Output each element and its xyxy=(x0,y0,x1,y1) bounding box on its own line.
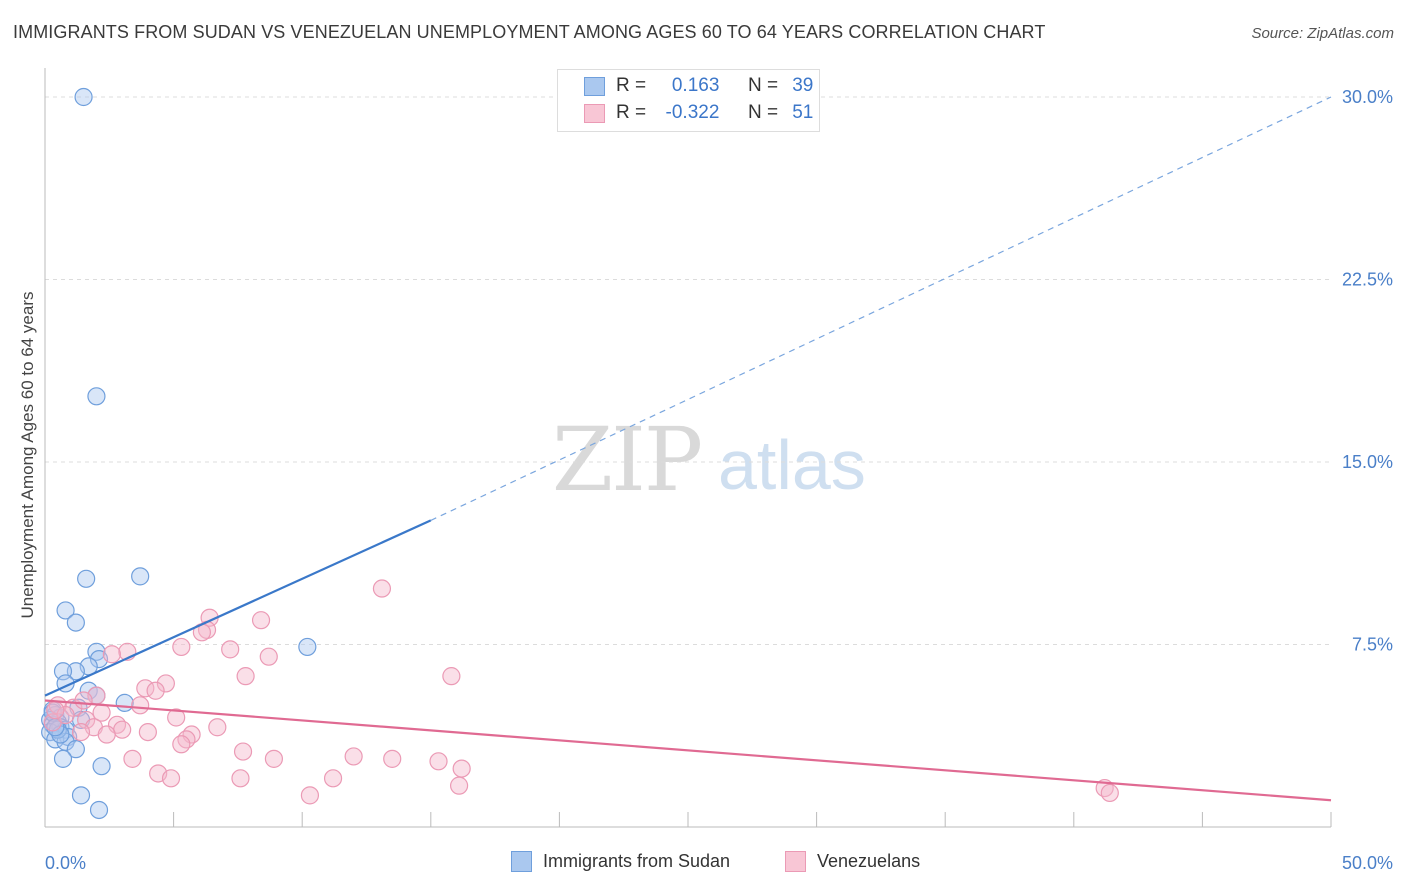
legend-row-venezuelans: R = -0.322 N = 51 xyxy=(558,100,819,126)
watermark-zip: ZIP xyxy=(552,408,703,511)
legend-label-sudan: Immigrants from Sudan xyxy=(543,851,731,871)
venezuelan-point xyxy=(1100,783,1119,803)
x-tick-label: 50.0% xyxy=(1342,853,1393,873)
venezuelan-point xyxy=(161,769,181,788)
sudan-point xyxy=(71,786,91,805)
venezuelan-point xyxy=(452,759,471,778)
venezuelan-point xyxy=(46,701,65,720)
venezuelan-point xyxy=(138,722,157,742)
n-value: 51 xyxy=(792,102,814,123)
grid-layer xyxy=(45,96,1331,645)
venezuelan-point xyxy=(231,769,250,788)
venezuelan-point xyxy=(442,667,461,686)
pink-swatch-icon xyxy=(785,851,806,872)
sudan-point xyxy=(92,757,111,776)
venezuelan-point xyxy=(97,725,116,744)
tick-labels-layer: 7.5% 15.0% 22.5% 30.0% 0.0% 50.0% xyxy=(45,87,1393,873)
venezuelan-point xyxy=(233,742,253,761)
venezuelan-point xyxy=(323,769,343,788)
correlation-legend: R = 0.163 N = 39 R = -0.322 N = 51 xyxy=(557,69,820,132)
sudan-point xyxy=(87,642,106,661)
venezuelan-point xyxy=(429,752,448,771)
venezuelan-point xyxy=(259,647,278,666)
venezuelan-point xyxy=(102,645,121,664)
venezuelan-point xyxy=(146,681,165,700)
n-value: 39 xyxy=(792,75,814,96)
venezuelan-point xyxy=(71,722,91,742)
legend-row-sudan: R = 0.163 N = 39 xyxy=(558,73,819,99)
sudan-point xyxy=(66,740,85,759)
venezuelan-point xyxy=(123,749,142,768)
venezuelan-point xyxy=(221,640,240,659)
y-tick-label: 22.5% xyxy=(1342,270,1393,290)
venezuelan-point xyxy=(251,611,271,630)
trend-layer xyxy=(44,96,1332,802)
sudan-point xyxy=(56,601,75,620)
sudan-point xyxy=(89,800,109,820)
venezuelan-point xyxy=(56,705,75,725)
venezuelan-point xyxy=(131,696,150,715)
sudan-point xyxy=(66,662,85,681)
sudan-point xyxy=(53,749,73,768)
chart-title: IMMIGRANTS FROM SUDAN VS VENEZUELAN UNEM… xyxy=(13,22,1046,42)
sudan-point xyxy=(87,387,106,406)
venezuelan-point xyxy=(372,579,392,598)
venezuelan-point xyxy=(74,691,93,710)
venezuelan-trend-line xyxy=(44,699,1332,802)
venezuelan-point xyxy=(156,674,175,693)
venezuelan-point xyxy=(236,667,255,686)
venezuelan-point xyxy=(113,720,132,739)
sudan-point xyxy=(77,569,96,588)
venezuelan-point xyxy=(344,747,363,766)
blue-swatch-icon xyxy=(584,77,605,96)
venezuelan-point xyxy=(172,637,191,657)
n-label: N = xyxy=(747,102,779,123)
r-label: R = xyxy=(616,75,647,96)
r-value: 0.163 xyxy=(671,75,720,96)
r-label: R = xyxy=(616,102,647,123)
x-tick-label: 0.0% xyxy=(45,853,86,873)
venezuelan-point xyxy=(264,749,284,768)
y-tick-label: 7.5% xyxy=(1352,635,1393,655)
venezuelan-point xyxy=(177,730,196,749)
points-layer xyxy=(41,87,1119,820)
legend-item-sudan: Immigrants from Sudan xyxy=(511,851,730,872)
sudan-point xyxy=(131,567,150,586)
sudan-point xyxy=(298,637,317,657)
venezuelan-point xyxy=(172,735,191,754)
watermark-atlas: atlas xyxy=(718,426,866,504)
sudan-point xyxy=(115,693,134,713)
venezuelan-point xyxy=(208,718,227,737)
venezuelan-point xyxy=(383,749,402,768)
sudan-trend-extension xyxy=(430,96,1332,521)
r-value: -0.322 xyxy=(665,102,720,123)
y-tick-label: 15.0% xyxy=(1342,452,1393,472)
source-label: Source: ZipAtlas.com xyxy=(1251,25,1394,42)
venezuelan-point xyxy=(449,776,469,795)
legend-label-venezuelans: Venezuelans xyxy=(817,851,921,871)
sudan-trend-line xyxy=(44,519,432,697)
blue-swatch-icon xyxy=(511,851,532,872)
n-label: N = xyxy=(747,75,779,96)
y-tick-label: 30.0% xyxy=(1342,87,1393,107)
legend-item-venezuelans: Venezuelans xyxy=(785,851,920,872)
pink-swatch-icon xyxy=(584,104,605,123)
axes-layer xyxy=(44,68,1332,828)
venezuelan-point xyxy=(167,708,186,727)
sudan-point xyxy=(66,613,85,632)
sudan-point xyxy=(74,87,93,107)
venezuelan-point xyxy=(300,786,320,805)
